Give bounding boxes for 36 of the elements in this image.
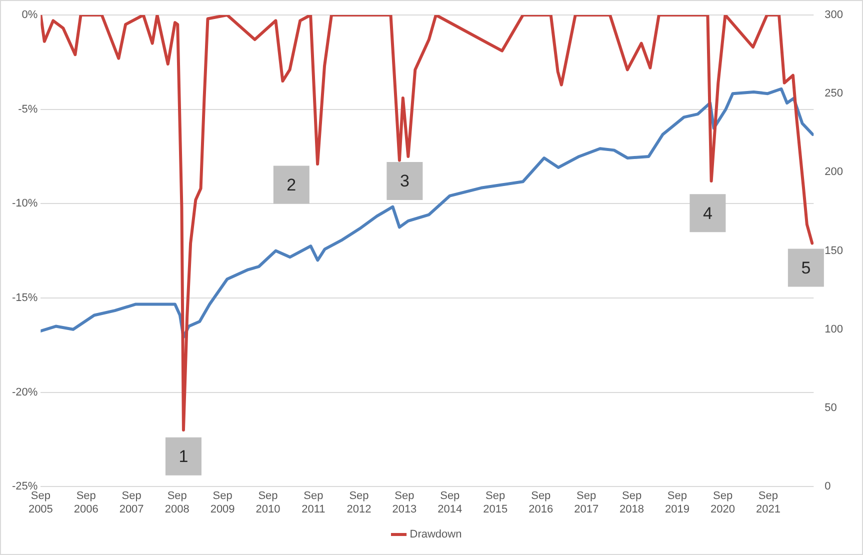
x-tick-label: Sep 2006	[74, 490, 98, 516]
y2-tick-label: 150	[824, 244, 844, 257]
y2-tick-label: 250	[824, 88, 844, 100]
x-tick-label: Sep 2018	[620, 490, 644, 516]
x-tick-label: Sep 2020	[710, 490, 736, 516]
y-tick-label: -15%	[12, 292, 38, 304]
x-tick-label: Sep 2013	[392, 490, 417, 516]
annotation: 1	[178, 447, 188, 466]
annotation: 4	[702, 204, 712, 223]
y-tick-label: -10%	[12, 198, 38, 210]
x-tick-label: Sep 2005	[28, 490, 53, 516]
y2-tick-label: 100	[824, 323, 844, 336]
legend-label: Drawdown	[410, 528, 462, 541]
y-tick-label: -20%	[12, 386, 38, 398]
y2-tick-label: 300	[824, 9, 844, 22]
annotation: 3	[400, 172, 410, 191]
y-tick-label: -5%	[18, 103, 38, 116]
x-tick-label: Sep 2021	[756, 490, 780, 516]
x-tick-label: Sep 2015	[483, 490, 508, 516]
y-tick-label: 0%	[22, 9, 38, 22]
y2-tick-label: 0	[824, 480, 831, 493]
x-tick-label: Sep 2016	[528, 490, 554, 516]
x-tick-label: Sep 2010	[256, 490, 280, 516]
x-tick-label: Sep 2012	[346, 490, 372, 516]
x-tick-label: Sep 2008	[164, 490, 190, 516]
y2-tick-label: 50	[824, 402, 837, 414]
x-tick-label: Sep 2014	[438, 490, 462, 516]
x-tick-label: Sep 2019	[664, 490, 690, 516]
y2-tick-label: 200	[824, 166, 844, 178]
x-tick-label: Sep 2011	[302, 490, 326, 516]
x-tick-label: Sep 2009	[210, 490, 235, 516]
x-tick-label: Sep 2007	[119, 490, 144, 516]
annotation: 2	[286, 175, 296, 194]
x-tick-label: Sep 2017	[574, 490, 599, 516]
annotation: 5	[801, 258, 811, 278]
y-tick-label: -25%	[12, 480, 38, 493]
